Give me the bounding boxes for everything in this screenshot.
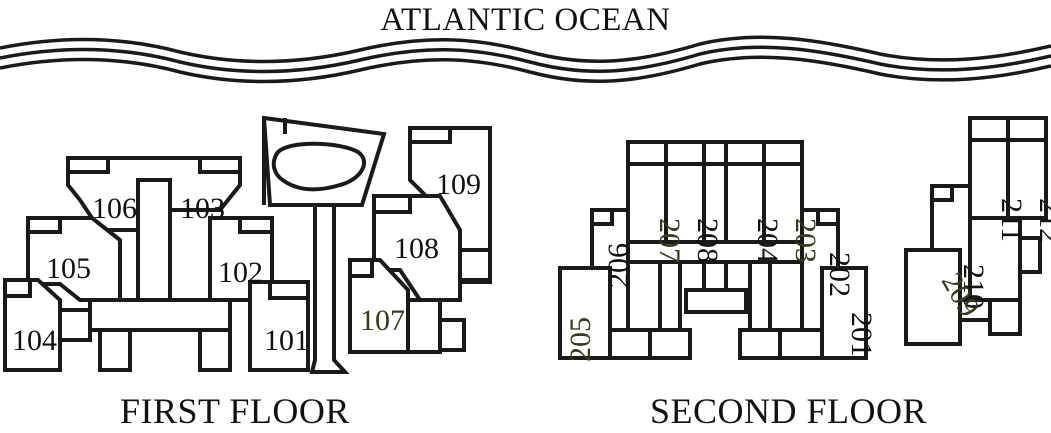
second-mid-l xyxy=(648,328,692,360)
room-109-notch xyxy=(408,126,452,144)
second-bridge xyxy=(684,288,748,314)
wave-line-2 xyxy=(0,45,1051,74)
east-lower xyxy=(988,298,1022,336)
room-number-204: 204 xyxy=(751,218,784,263)
wave-line-3 xyxy=(0,55,1051,84)
second-floor-label: SECOND FLOOR xyxy=(650,391,928,431)
room-number-106: 106 xyxy=(92,192,137,225)
east-ext-r xyxy=(1018,236,1042,274)
room-101-notch xyxy=(268,280,310,300)
room-209 xyxy=(904,248,962,346)
first-floor-plan: 106 103 105 102 104 101 109 108 107 xyxy=(3,115,492,374)
lower-link-2 xyxy=(198,328,232,372)
second-mid-r xyxy=(738,328,782,360)
room-206-notch xyxy=(590,208,614,226)
east-lower-2 xyxy=(958,298,992,322)
room-number-208: 208 xyxy=(691,218,724,263)
wave-line-1 xyxy=(0,35,1051,64)
corridor-lower xyxy=(88,298,232,332)
room-104-ext xyxy=(58,308,92,342)
room-107-ext xyxy=(406,298,442,354)
room-number-107: 107 xyxy=(360,304,405,337)
room-105-notch xyxy=(26,216,62,234)
room-number-203: 203 xyxy=(789,218,822,263)
room-number-104: 104 xyxy=(12,324,57,357)
room-108-notch xyxy=(372,194,412,214)
room-108-ext xyxy=(458,248,492,282)
room-number-206: 206 xyxy=(602,243,635,288)
room-102-notch xyxy=(238,216,274,234)
corridor-center-left xyxy=(136,176,172,302)
room-106 xyxy=(66,156,242,232)
room-number-202: 202 xyxy=(823,252,856,297)
room-210-notch xyxy=(930,184,954,202)
room-212 xyxy=(1006,116,1048,220)
room-107-notch xyxy=(348,258,374,278)
room-number-105: 105 xyxy=(46,252,91,285)
room-202-notch xyxy=(816,208,840,226)
room-106-notch-r xyxy=(198,156,242,174)
walkway xyxy=(309,203,350,374)
room-number-201: 201 xyxy=(845,312,878,357)
room-number-211: 211 xyxy=(995,198,1028,242)
ocean-waves xyxy=(0,35,1051,84)
room-number-207: 207 xyxy=(653,218,686,263)
second-inner-right xyxy=(748,260,772,332)
room-106-notch-l xyxy=(66,156,110,174)
room-number-109: 109 xyxy=(436,168,481,201)
pool xyxy=(271,141,366,192)
first-floor-label: FIRST FLOOR xyxy=(120,391,350,431)
pool-deck-edge xyxy=(262,118,287,205)
room-number-103: 103 xyxy=(180,192,225,225)
second-corridor xyxy=(626,240,804,264)
room-number-101: 101 xyxy=(264,324,309,357)
room-number-210: 210 xyxy=(957,264,990,309)
room-number-205: 205 xyxy=(564,317,597,362)
room-number-212: 212 xyxy=(1033,198,1051,243)
room-number-102: 102 xyxy=(218,256,263,289)
second-floor-east-block: 211 212 210 209 xyxy=(904,116,1051,346)
room-107-ext2 xyxy=(438,318,466,352)
room-104-notch xyxy=(3,278,32,298)
second-floor-plan: 207 208 204 203 206 202 205 201 xyxy=(558,140,878,362)
second-inner-left xyxy=(658,260,682,332)
lower-link-1 xyxy=(98,328,132,372)
second-lower-r xyxy=(778,328,824,360)
second-lower-l xyxy=(608,328,652,360)
room-number-108: 108 xyxy=(394,232,439,265)
ocean-label: ATLANTIC OCEAN xyxy=(380,2,671,38)
